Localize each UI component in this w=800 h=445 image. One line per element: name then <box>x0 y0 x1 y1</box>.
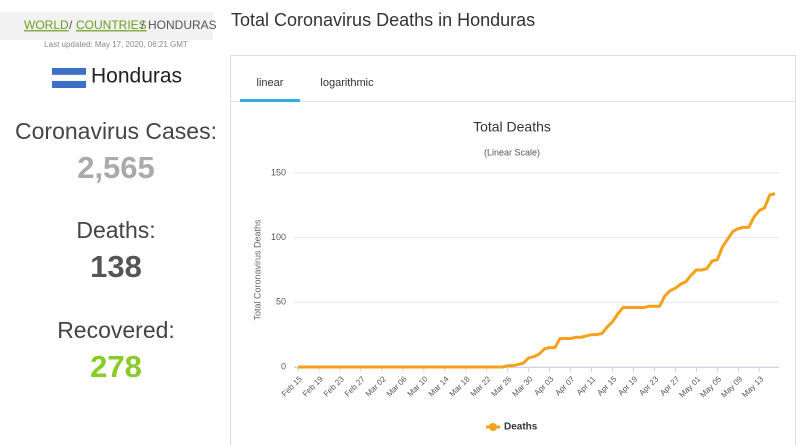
breadcrumb-separator: / <box>141 18 145 32</box>
page-title: Total Coronavirus Deaths in Honduras <box>231 10 535 30</box>
breadcrumb-bar <box>0 12 213 40</box>
stat-value: 278 <box>90 349 142 384</box>
chart-subtitle: (Linear Scale) <box>484 147 540 157</box>
chart-title: Total Deaths <box>473 119 551 135</box>
stat-label: Coronavirus Cases: <box>15 118 217 144</box>
y-tick-label: 150 <box>271 167 286 177</box>
data-line <box>298 192 776 369</box>
stat-label: Recovered: <box>57 317 175 343</box>
chart-frame <box>230 55 796 445</box>
y-tick-label: 100 <box>271 232 286 242</box>
breadcrumb-separator: / <box>69 18 73 32</box>
stat-value: 138 <box>90 249 142 284</box>
tab[interactable]: logarithmic <box>320 77 374 89</box>
flag <box>51 68 87 88</box>
stat-value: 2,565 <box>77 150 155 185</box>
y-tick-label: 50 <box>276 297 286 307</box>
breadcrumb-current: HONDURAS <box>148 18 217 32</box>
tab[interactable]: linear <box>257 77 284 89</box>
active-tab-indicator <box>240 99 300 102</box>
y-tick-label: 0 <box>281 361 286 371</box>
breadcrumb-link[interactable]: WORLD <box>24 18 69 32</box>
legend-symbol <box>489 423 497 431</box>
y-axis-label: Total Coronavirus Deaths <box>252 219 262 321</box>
breadcrumb-link[interactable]: COUNTRIES <box>76 18 147 32</box>
country-name: Honduras <box>91 65 182 88</box>
last-updated: Last updated: May 17, 2020, 06:21 GMT <box>44 40 188 49</box>
stat-label: Deaths: <box>76 217 155 243</box>
legend-label: Deaths <box>504 422 538 433</box>
